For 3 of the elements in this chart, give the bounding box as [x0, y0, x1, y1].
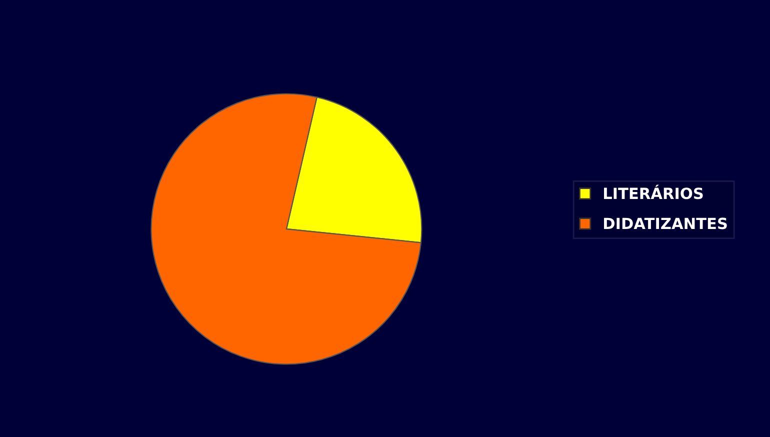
pie-slice [150, 93, 422, 365]
legend-label: DIDATIZANTES [604, 218, 727, 230]
legend-label: LITERÁRIOS [604, 184, 703, 200]
